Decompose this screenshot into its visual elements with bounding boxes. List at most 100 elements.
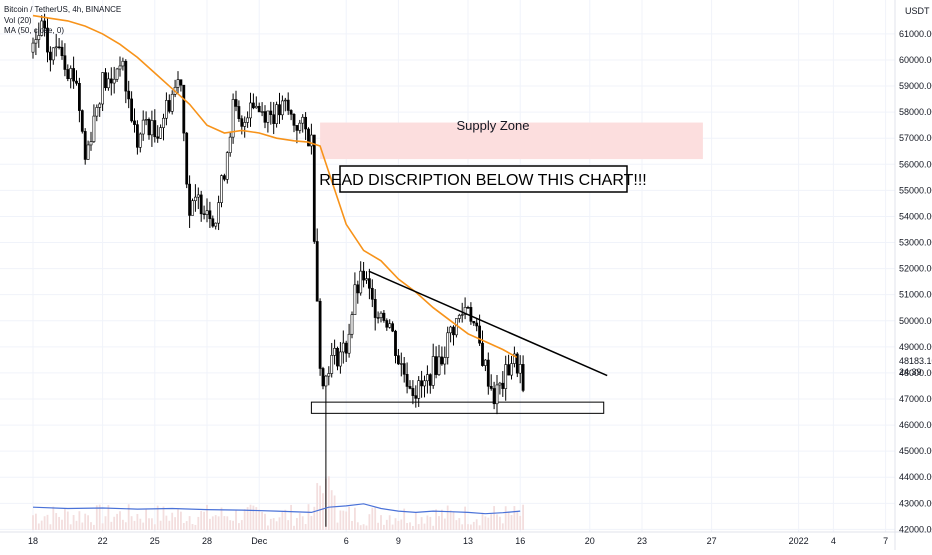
volume-bar: [58, 516, 60, 530]
volume-bar: [354, 507, 356, 530]
volume-bar: [313, 506, 316, 530]
candle-body: [51, 47, 55, 61]
volume-bar: [412, 525, 414, 530]
volume-bar: [75, 520, 78, 530]
candle-body: [75, 80, 78, 84]
candle-body: [457, 315, 461, 319]
candle-body: [370, 287, 374, 300]
price-tick-label: 42000.00: [899, 524, 932, 534]
volume-bar: [519, 515, 522, 530]
candle-body: [40, 20, 44, 36]
volume-bar: [452, 511, 455, 530]
candle-body: [356, 284, 360, 294]
supply-zone-label: Supply Zone: [457, 118, 530, 133]
volume-bar: [275, 521, 278, 530]
volume-bar: [467, 524, 469, 530]
candle-body: [388, 323, 392, 328]
volume-bar: [174, 517, 176, 530]
volume-bar: [394, 518, 397, 530]
candle-body: [133, 120, 136, 125]
descending-trendline: [368, 270, 608, 377]
volume-bar: [359, 525, 362, 530]
volume-bar: [139, 518, 142, 530]
candle-body: [321, 368, 325, 387]
volume-bar: [72, 515, 75, 530]
candle-body: [252, 102, 255, 109]
candle-body: [353, 284, 357, 315]
volume-bar: [264, 513, 266, 530]
volume-bar: [124, 522, 127, 530]
time-tick-label: 20: [585, 536, 595, 546]
annotation-layer: [310, 122, 703, 414]
volume-bar: [365, 525, 368, 530]
candle-body: [60, 46, 64, 57]
candle-body: [292, 113, 296, 126]
volume-bar: [171, 512, 174, 530]
volume-bar: [159, 520, 162, 530]
candle-body: [109, 78, 113, 84]
candle-body: [104, 72, 107, 89]
candle-body: [324, 375, 328, 387]
volume-bar: [165, 515, 168, 530]
volume-bar: [342, 510, 345, 530]
candle-body: [138, 133, 142, 148]
volume-bar: [37, 523, 40, 530]
time-tick-label: Dec: [251, 536, 268, 546]
candle-body: [309, 134, 313, 147]
candle-body: [333, 347, 337, 356]
candle-body: [225, 152, 229, 180]
volume-bar: [507, 511, 510, 530]
candle-body: [118, 65, 122, 70]
volume-bar: [339, 510, 342, 530]
candle-body: [72, 68, 76, 82]
candle-body: [217, 202, 221, 224]
candle-body: [512, 353, 516, 364]
symbol-title[interactable]: Bitcoin / TetherUS, 4h, BINANCE: [4, 5, 121, 14]
price-tick-label: 43000.00: [899, 498, 932, 508]
volume-bar: [409, 522, 411, 530]
time-tick-label: 2022: [789, 536, 809, 546]
time-tick-label: 4: [831, 536, 836, 546]
candle-body: [176, 79, 180, 88]
volume-indicator-label[interactable]: Vol (20): [4, 16, 32, 25]
volume-bar: [252, 505, 255, 530]
volume-bar: [232, 520, 234, 530]
candle-body: [107, 78, 110, 89]
candle-body: [449, 326, 453, 334]
time-tick-label: 28: [202, 536, 212, 546]
volume-bar: [35, 513, 37, 530]
candle-body: [420, 380, 424, 387]
volume-bar: [148, 518, 150, 530]
price-axis[interactable]: 42000.00 43000.00 44000.00 45000.00 46000.00…: [899, 29, 932, 534]
volume-bar: [319, 485, 321, 530]
volume-bar: [107, 504, 110, 530]
candle-body: [150, 120, 154, 136]
volume-bar: [481, 512, 484, 530]
candle-body: [350, 314, 354, 335]
candle-body: [170, 93, 174, 112]
price-tick-label: 45000.00: [899, 446, 932, 456]
candle-body: [260, 111, 264, 113]
volume-bar: [432, 525, 435, 530]
candle-body: [376, 317, 380, 319]
volume-bar: [185, 521, 188, 530]
candle-body: [362, 270, 366, 281]
candle-body: [130, 98, 134, 122]
volume-bar: [490, 514, 493, 530]
volume-bar: [374, 507, 377, 530]
time-tick-label: 25: [150, 536, 160, 546]
volume-bar: [46, 514, 49, 530]
candle-body: [211, 218, 215, 227]
volume-bar: [441, 509, 443, 530]
candle-body: [162, 117, 165, 128]
time-axis[interactable]: 18 22 25 28 Dec 6 9 13 16 20 23 27 2022 4 7: [28, 536, 888, 546]
time-tick-label: 9: [396, 536, 401, 546]
currency-label: USDT: [905, 6, 930, 16]
candle-body: [385, 320, 389, 328]
candle-body: [460, 314, 464, 316]
volume-bar: [522, 504, 524, 530]
ma-indicator-label[interactable]: MA (50, close, 0): [4, 26, 64, 35]
volume-bar: [69, 524, 72, 530]
candle-body: [237, 106, 241, 119]
